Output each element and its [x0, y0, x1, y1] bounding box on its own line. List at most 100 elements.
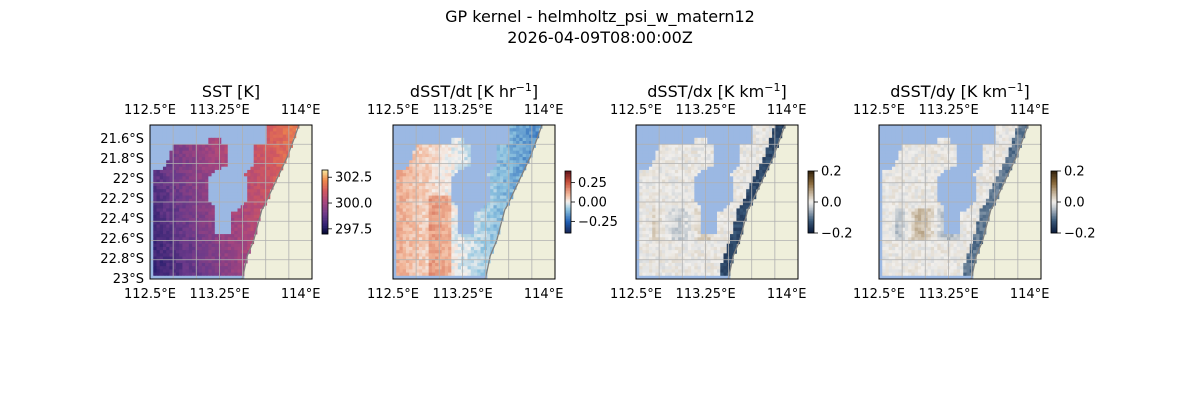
map-cell — [655, 179, 660, 184]
map-cell — [208, 234, 212, 238]
map-cell — [247, 185, 251, 190]
map-cell — [231, 189, 235, 193]
colorbar-band — [322, 216, 328, 219]
map-cell — [208, 237, 212, 241]
map-cell — [742, 147, 747, 152]
map-cell — [474, 218, 478, 222]
map-cell — [415, 269, 420, 273]
map-cell — [256, 134, 261, 139]
map-cell — [723, 221, 728, 225]
map-cell — [182, 211, 187, 216]
map-cell — [668, 153, 673, 158]
map-cell — [208, 218, 212, 222]
map-cell — [412, 131, 417, 136]
map-cell — [221, 169, 225, 174]
map-cell — [457, 189, 462, 193]
map-cell — [486, 144, 491, 148]
map-cell — [435, 137, 439, 142]
map-cell — [201, 205, 206, 209]
map-cell — [393, 214, 397, 219]
map-cell — [739, 227, 744, 232]
map-cell — [412, 150, 417, 155]
map-cell — [198, 125, 203, 129]
map-cell — [678, 150, 682, 155]
map-cell — [179, 266, 183, 270]
map-cell — [234, 198, 238, 203]
map-cell — [273, 160, 277, 164]
map-cell — [477, 182, 481, 187]
map-cell — [746, 160, 750, 164]
map-cell — [652, 163, 656, 168]
map-cell — [691, 224, 695, 229]
map-cell — [512, 137, 517, 142]
map-cell — [749, 173, 754, 177]
map-cell — [224, 256, 229, 261]
map-cell — [169, 169, 174, 174]
map-cell — [412, 256, 417, 261]
map-cell — [451, 259, 455, 264]
map-cell — [195, 246, 199, 251]
map-cell — [156, 157, 161, 161]
map-cell — [704, 157, 708, 161]
map-cell — [218, 250, 222, 254]
colorbar-band — [322, 221, 328, 224]
map-cell — [415, 157, 420, 161]
map-cell — [218, 147, 222, 152]
map-cell — [205, 160, 209, 164]
map-cell — [652, 166, 656, 171]
map-cell — [192, 179, 196, 184]
map-cell — [658, 147, 663, 152]
map-cell — [729, 182, 734, 187]
map-cell — [457, 269, 462, 273]
map-cell — [188, 134, 193, 139]
map-cell — [269, 128, 274, 132]
map-cell — [405, 246, 410, 251]
map-cell — [704, 137, 708, 142]
map-cell — [418, 221, 423, 225]
map-cell — [441, 253, 446, 257]
map-cell — [496, 157, 501, 161]
gridlines — [150, 125, 312, 279]
map-cell — [286, 134, 290, 139]
map-cell — [273, 125, 277, 129]
colorbar-band — [565, 217, 571, 220]
map-cell — [691, 176, 695, 180]
map-cell — [464, 141, 468, 145]
map-cell — [467, 275, 472, 280]
map-cell — [243, 227, 248, 232]
map-cell — [402, 230, 407, 235]
map-cell — [250, 134, 255, 139]
map-cell — [237, 269, 242, 273]
map-cell — [710, 173, 715, 177]
map-cell — [179, 256, 183, 261]
map-cell — [428, 272, 433, 277]
map-cell — [243, 230, 248, 235]
map-cell — [234, 144, 238, 148]
map-cell — [454, 179, 459, 184]
map-cell — [474, 205, 478, 209]
map-cell — [169, 153, 174, 158]
map-cell — [454, 259, 459, 264]
map-cell — [393, 259, 397, 264]
map-cell — [687, 147, 692, 152]
map-cell — [402, 160, 407, 164]
map-cell — [237, 189, 242, 193]
map-cell — [253, 176, 258, 180]
map-cell — [422, 198, 426, 203]
map-cell — [474, 211, 478, 216]
map-cell — [422, 176, 426, 180]
map-cell — [684, 205, 689, 209]
map-cell — [486, 253, 491, 257]
map-cell — [214, 234, 219, 238]
map-cell — [694, 131, 698, 136]
map-cell — [729, 224, 734, 229]
map-cell — [720, 182, 724, 187]
map-cell — [665, 224, 669, 229]
map-cell — [175, 237, 180, 241]
map-cell — [490, 202, 494, 206]
map-cell — [253, 166, 258, 171]
map-cell — [645, 131, 650, 136]
map-cell — [765, 128, 770, 132]
map-cell — [231, 262, 235, 267]
map-cell — [412, 240, 417, 245]
